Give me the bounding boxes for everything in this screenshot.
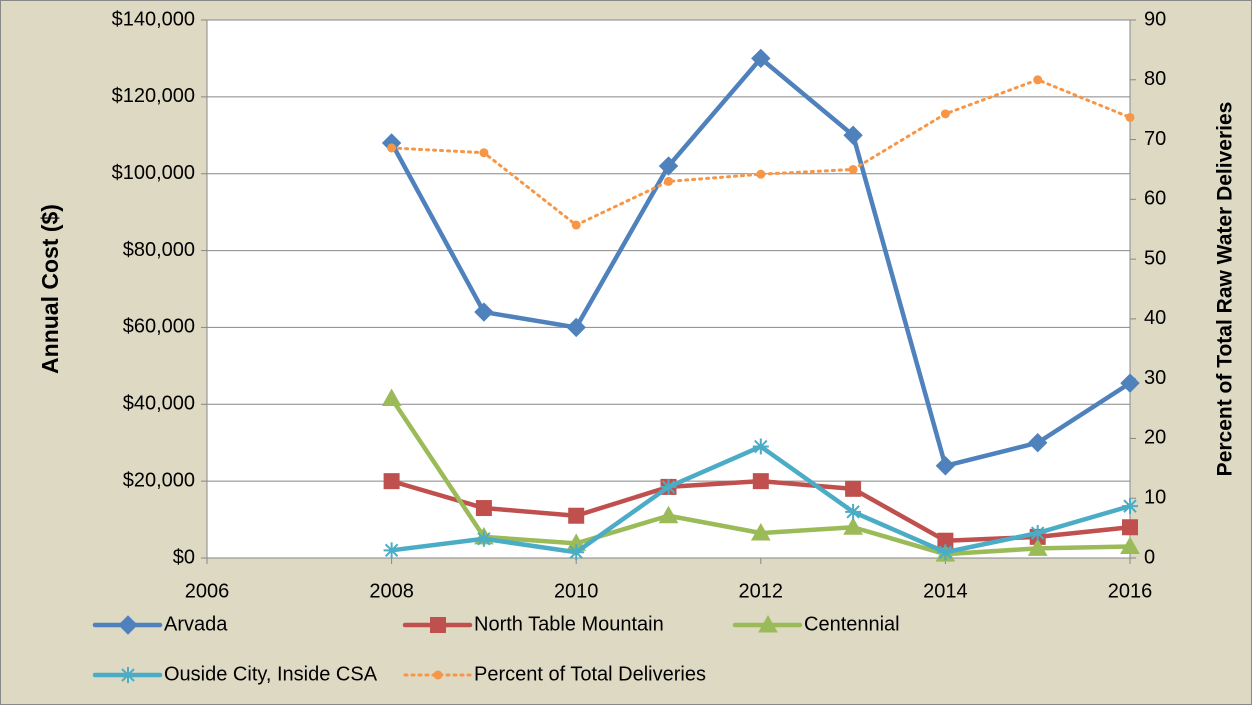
y2-tick-label: 30 (1144, 367, 1166, 389)
series-line (390, 78, 1132, 227)
legend-marker (118, 615, 138, 635)
y2-tick-label: 70 (1144, 128, 1166, 150)
y2-tick-label: 90 (1144, 8, 1166, 30)
legend-marker (433, 670, 443, 680)
legend-marker (430, 617, 446, 633)
data-point (848, 164, 858, 174)
data-point (752, 473, 769, 490)
data-point (566, 317, 586, 338)
y2-tick-label: 60 (1144, 188, 1166, 210)
y2-axis-label: Percent of Total Raw Water Deliveries (1214, 102, 1237, 477)
data-point (381, 388, 402, 407)
data-point (843, 517, 863, 535)
data-point (568, 544, 585, 561)
data-point (750, 523, 771, 541)
data-point (383, 473, 400, 490)
plot-area (207, 20, 1130, 558)
data-point (751, 48, 771, 69)
y2-tick-label: 40 (1144, 307, 1166, 329)
y-tick-label: $0 (173, 546, 195, 568)
data-point (658, 505, 679, 524)
legend-label: Arvada (164, 613, 228, 635)
legend-label: North Table Mountain (474, 613, 664, 635)
y-tick-label: $20,000 (123, 469, 195, 491)
y-tick-label: $120,000 (112, 85, 195, 107)
data-point (1120, 536, 1140, 554)
x-tick-label: 2016 (1108, 580, 1153, 602)
data-point (843, 125, 863, 145)
y2-tick-label: 80 (1144, 68, 1166, 90)
data-point (937, 544, 954, 561)
data-point (664, 176, 673, 186)
data-point (1033, 75, 1043, 85)
legend-marker (120, 667, 136, 683)
data-point (845, 480, 862, 497)
legend-label: Percent of Total Deliveries (474, 663, 706, 685)
x-tick-label: 2008 (369, 580, 414, 602)
data-point (1029, 525, 1046, 542)
legend-label: Ouside City, Inside CSA (164, 663, 378, 685)
data-point (1027, 433, 1048, 453)
y-tick-label: $100,000 (112, 162, 195, 184)
data-point (660, 478, 677, 495)
y2-tick-label: 0 (1144, 546, 1155, 568)
y2-tick-label: 20 (1144, 427, 1166, 449)
data-point (1122, 519, 1138, 536)
legend-marker (758, 614, 778, 633)
data-point (1125, 112, 1135, 122)
data-point (937, 532, 954, 549)
data-point (475, 530, 492, 547)
x-tick-label: 2012 (739, 580, 784, 602)
data-point (387, 143, 397, 153)
legend-label: Centennial (804, 613, 900, 635)
data-point (940, 109, 950, 119)
data-point (475, 500, 492, 517)
data-point (752, 438, 769, 455)
y-tick-label: $140,000 (112, 8, 195, 30)
data-point (1122, 498, 1138, 515)
data-point (474, 302, 494, 322)
data-point (1120, 373, 1140, 393)
x-tick-label: 2014 (923, 580, 968, 602)
data-point (935, 456, 956, 476)
data-point (568, 507, 585, 524)
y2-tick-label: 10 (1144, 487, 1166, 509)
data-point (756, 169, 766, 179)
data-point (1027, 538, 1048, 556)
y-tick-label: $80,000 (123, 239, 195, 261)
x-tick-label: 2006 (185, 580, 230, 602)
x-tick-label: 2010 (554, 580, 599, 602)
data-point (571, 220, 581, 230)
y2-tick-label: 50 (1144, 247, 1166, 269)
y-tick-label: $40,000 (123, 393, 195, 415)
y-tick-label: $60,000 (123, 316, 195, 338)
data-point (845, 503, 862, 520)
data-point (658, 156, 679, 176)
y-axis-label: Annual Cost ($) (37, 204, 63, 374)
data-point (479, 148, 489, 158)
data-point (383, 542, 400, 559)
